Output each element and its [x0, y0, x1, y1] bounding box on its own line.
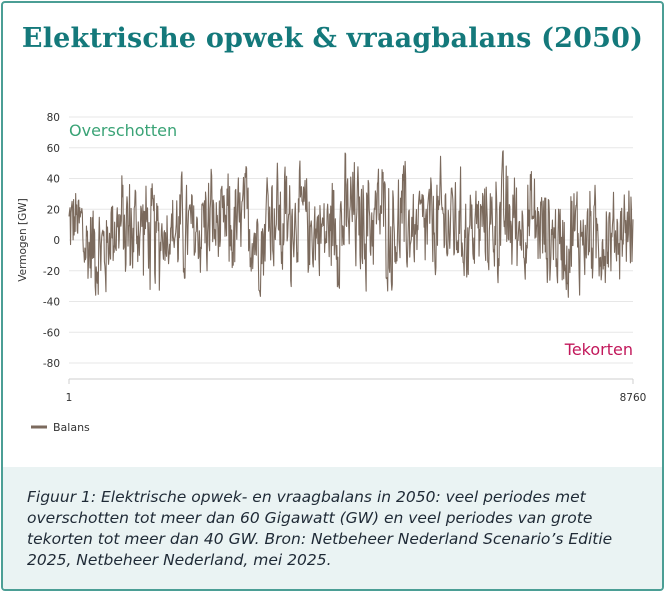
figure-caption: Figuur 1: Elektrische opwek- en vraagbal…	[27, 488, 613, 569]
legend-label-balans: Balans	[53, 421, 90, 434]
y-tick-label: -20	[43, 266, 60, 278]
y-tick-label: -40	[43, 297, 60, 309]
y-tick-label: 40	[47, 174, 60, 186]
x-tick-label: 8760	[620, 392, 647, 404]
annotation-overschotten: Overschotten	[69, 121, 177, 140]
chart-title: Elektrische opwek & vraagbalans (2050)	[21, 23, 644, 54]
y-axis-label: Vermogen [GW]	[17, 198, 29, 281]
balance-chart: 80 60 40 20 0 -20 -40 -60 -80 1 8760 Vermogen [GW] O…	[17, 112, 647, 434]
y-tick-label: -80	[43, 358, 60, 370]
x-tick-label: 1	[66, 392, 73, 404]
caption-box: Figuur 1: Elektrische opwek- en vraagbal…	[3, 467, 662, 589]
y-tick-label: 20	[47, 204, 60, 216]
y-tick-label: 60	[47, 143, 60, 155]
annotation-tekorten: Tekorten	[564, 340, 633, 359]
series-line-balans	[68, 150, 634, 298]
y-tick-label: 80	[47, 112, 60, 124]
y-tick-label: 0	[53, 235, 60, 247]
y-tick-label: -60	[43, 327, 60, 339]
